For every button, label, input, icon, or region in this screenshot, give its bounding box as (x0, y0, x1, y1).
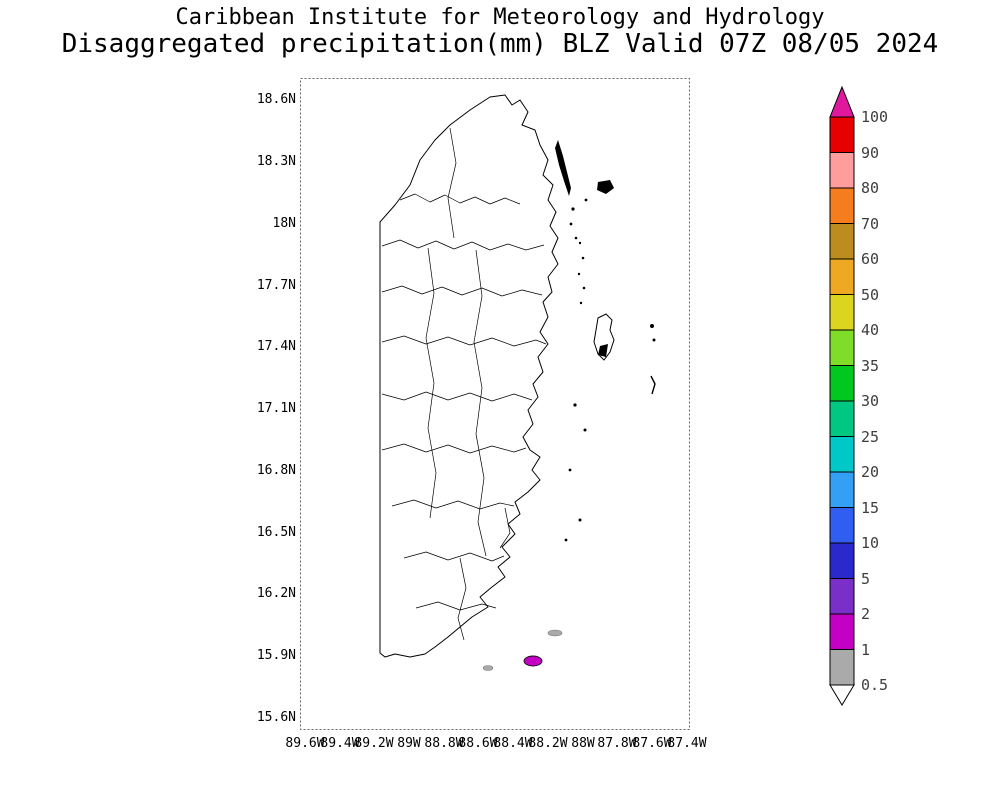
lon-tick-label: 89W (397, 736, 421, 751)
lat-tick-label: 15.9N (256, 648, 296, 663)
colorbar-tick-label: 1 (861, 641, 871, 659)
precip-spot-gray-north (547, 629, 563, 637)
colorbar-band (829, 365, 855, 402)
precip-spot-magenta (523, 655, 543, 667)
colorbar-band (829, 578, 855, 615)
cayes-and-atolls (555, 140, 656, 542)
colorbar-band (829, 400, 855, 437)
lon-tick-label: 87.8W (597, 736, 637, 751)
lat-tick-label: 18N (272, 216, 296, 231)
lat-tick-label: 16.5N (256, 525, 296, 540)
belize-map (300, 78, 690, 730)
colorbar-band (829, 507, 855, 544)
colorbar-arrow-top (829, 85, 855, 118)
lat-tick-label: 16.8N (256, 463, 296, 478)
lon-tick-label: 88W (571, 736, 595, 751)
colorbar-tick-label: 35 (861, 357, 880, 375)
colorbar-band (829, 329, 855, 366)
colorbar-arrow-bottom (829, 684, 855, 706)
colorbar-band (829, 116, 855, 153)
turneffe-atoll (593, 313, 615, 361)
colorbar-tick-label: 15 (861, 499, 880, 517)
lon-tick-label: 87.4W (667, 736, 707, 751)
colorbar-band (829, 223, 855, 260)
map-frame (300, 78, 690, 730)
ambergris-caye (555, 140, 571, 196)
internal-boundaries (381, 127, 547, 641)
chart-title: Disaggregated precipitation(mm) BLZ Vali… (61, 29, 939, 59)
colorbar-tick-label: 40 (861, 321, 880, 339)
lon-tick-label: 88.8W (424, 736, 464, 751)
lon-tick-label: 89.6W (285, 736, 325, 751)
lat-tick-label: 17.1N (256, 401, 296, 416)
colorbar-tick-label: 25 (861, 428, 880, 446)
precipitation-features (482, 629, 563, 671)
colorbar-tick-label: 100 (861, 108, 889, 126)
colorbar-band (829, 152, 855, 189)
lon-tick-label: 88.4W (493, 736, 533, 751)
lat-tick-label: 17.4N (256, 339, 296, 354)
belize-country-outline (379, 94, 559, 658)
colorbar-tick-label: 90 (861, 144, 880, 162)
lat-tick-label: 16.2N (256, 586, 296, 601)
colorbar (829, 85, 855, 706)
colorbar-tick-label: 20 (861, 463, 880, 481)
lat-tick-label: 18.3N (256, 154, 296, 169)
lon-tick-label: 89.2W (354, 736, 394, 751)
colorbar-tick-label: 50 (861, 286, 880, 304)
lat-tick-label: 15.6N (256, 710, 296, 725)
colorbar-band (829, 294, 855, 331)
lon-tick-label: 88.6W (458, 736, 498, 751)
colorbar-band (829, 649, 855, 686)
colorbar-tick-label: 70 (861, 215, 880, 233)
colorbar-tick-label: 60 (861, 250, 880, 268)
colorbar-band (829, 471, 855, 508)
northeast-caye-cluster (597, 180, 614, 194)
colorbar-tick-label: 0.5 (861, 676, 889, 694)
lighthouse-reef (650, 375, 656, 395)
colorbar-band (829, 258, 855, 295)
colorbar-tick-label: 2 (861, 605, 871, 623)
lat-tick-label: 18.6N (256, 92, 296, 107)
colorbar-tick-label: 80 (861, 179, 880, 197)
precip-spot-gray-west (482, 665, 494, 671)
colorbar-tick-label: 5 (861, 570, 871, 588)
colorbar-tick-label: 30 (861, 392, 880, 410)
lon-tick-label: 88.2W (528, 736, 568, 751)
colorbar-band (829, 542, 855, 579)
lat-tick-label: 17.7N (256, 278, 296, 293)
colorbar-band (829, 187, 855, 224)
colorbar-band (829, 436, 855, 473)
lon-tick-label: 89.4W (320, 736, 360, 751)
institution-title: Caribbean Institute for Meteorology and … (175, 5, 825, 30)
colorbar-band (829, 613, 855, 650)
lon-tick-label: 87.6W (632, 736, 672, 751)
colorbar-tick-label: 10 (861, 534, 880, 552)
